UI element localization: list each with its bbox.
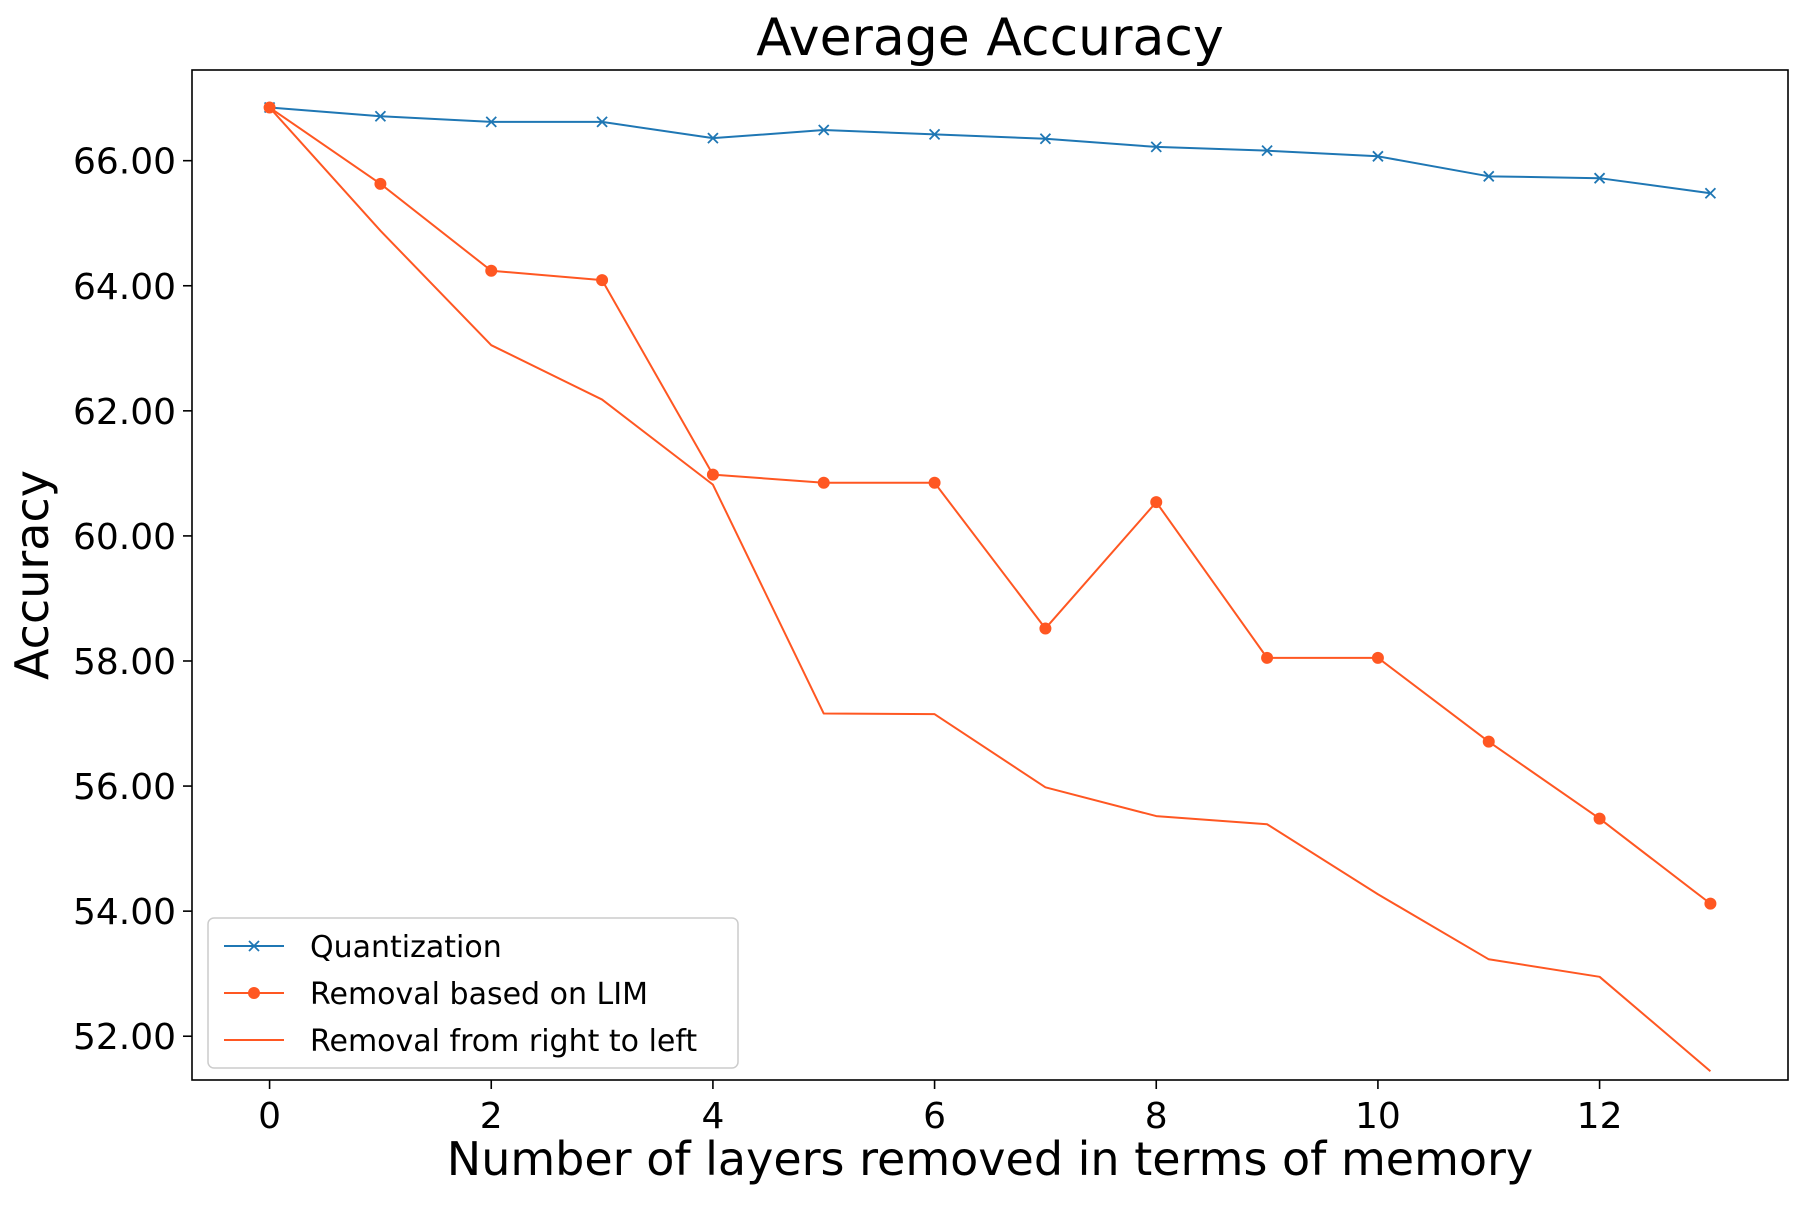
y-axis-label: Accuracy: [5, 470, 59, 680]
x-tick-label: 0: [258, 1096, 281, 1137]
x-tick-label: 10: [1355, 1096, 1401, 1137]
y-tick-label: 52.00: [73, 1017, 176, 1058]
x-tick-label: 2: [480, 1096, 503, 1137]
plot-area-frame: [191, 69, 1789, 1081]
data-point: [928, 128, 941, 141]
legend-marker: [248, 987, 260, 999]
legend-marker: [248, 940, 260, 952]
series-0: [263, 101, 1717, 199]
marker-stroke: [1593, 172, 1606, 184]
legend-box: [207, 917, 739, 1069]
data-point: [817, 476, 830, 489]
y-tick-label: 64.00: [73, 267, 176, 308]
x-axis-label: Number of layers removed in terms of mem…: [447, 1132, 1533, 1186]
data-point: [1704, 897, 1717, 910]
data-point: [374, 177, 387, 190]
series-2: [268, 106, 1712, 1073]
y-tick-label: 56.00: [73, 767, 176, 808]
data-point: [1704, 187, 1717, 199]
x-tick-label: 4: [701, 1096, 724, 1137]
series-line-0: [269, 106, 1711, 195]
data-point: [1039, 622, 1052, 635]
legend-label: Quantization: [310, 930, 502, 965]
marker-stroke: [1150, 141, 1162, 153]
data-point: [1483, 170, 1495, 182]
y-tick-label: 66.00: [73, 142, 176, 183]
data-point: [1150, 141, 1162, 153]
legend-entry: Removal from right to left: [224, 1024, 697, 1059]
legend-entry: Quantization: [224, 930, 502, 965]
y-tick-label: 54.00: [73, 892, 176, 933]
marker-stroke: [1704, 187, 1717, 199]
data-point: [1371, 651, 1384, 664]
chart-title: Average Accuracy: [756, 8, 1223, 68]
data-point: [1261, 145, 1273, 157]
data-point: [374, 110, 387, 122]
x-tick-label: 12: [1577, 1096, 1623, 1137]
marker-stroke: [928, 128, 941, 141]
data-point: [596, 274, 609, 287]
data-point: [1593, 812, 1606, 825]
data-point: [1482, 735, 1495, 748]
y-tick-label: 62.00: [73, 392, 176, 433]
marker-stroke: [485, 116, 497, 128]
marker-stroke: [1039, 133, 1052, 145]
legend-entry: Removal based on LIM: [224, 977, 648, 1012]
data-point: [596, 116, 608, 128]
series-line-2: [268, 106, 1712, 1073]
data-point: [818, 124, 830, 136]
marker-stroke: [707, 132, 719, 144]
marker-stroke: [596, 116, 608, 128]
y-tick-label: 60.00: [73, 517, 176, 558]
marker-stroke: [1261, 145, 1273, 157]
data-point: [485, 264, 498, 277]
data-point: [1593, 172, 1606, 184]
data-point: [707, 132, 719, 144]
marker-stroke: [374, 110, 387, 122]
data-point: [706, 468, 719, 481]
data-point: [1261, 651, 1274, 664]
data-point: [485, 116, 497, 128]
marker-stroke: [1372, 150, 1384, 162]
legend-label: Removal from right to left: [310, 1024, 697, 1059]
data-point: [928, 476, 941, 489]
data-point: [1372, 150, 1384, 162]
x-tick-label: 8: [1145, 1096, 1168, 1137]
marker-stroke: [248, 940, 260, 952]
legend-label: Removal based on LIM: [310, 977, 648, 1012]
x-tick-label: 6: [923, 1096, 946, 1137]
series-1: [263, 101, 1717, 910]
y-tick-label: 58.00: [73, 642, 176, 683]
series-line-1: [269, 106, 1712, 905]
data-point: [1039, 133, 1052, 145]
marker-stroke: [818, 124, 830, 136]
data-point: [1150, 496, 1163, 509]
marker-stroke: [1483, 170, 1495, 182]
